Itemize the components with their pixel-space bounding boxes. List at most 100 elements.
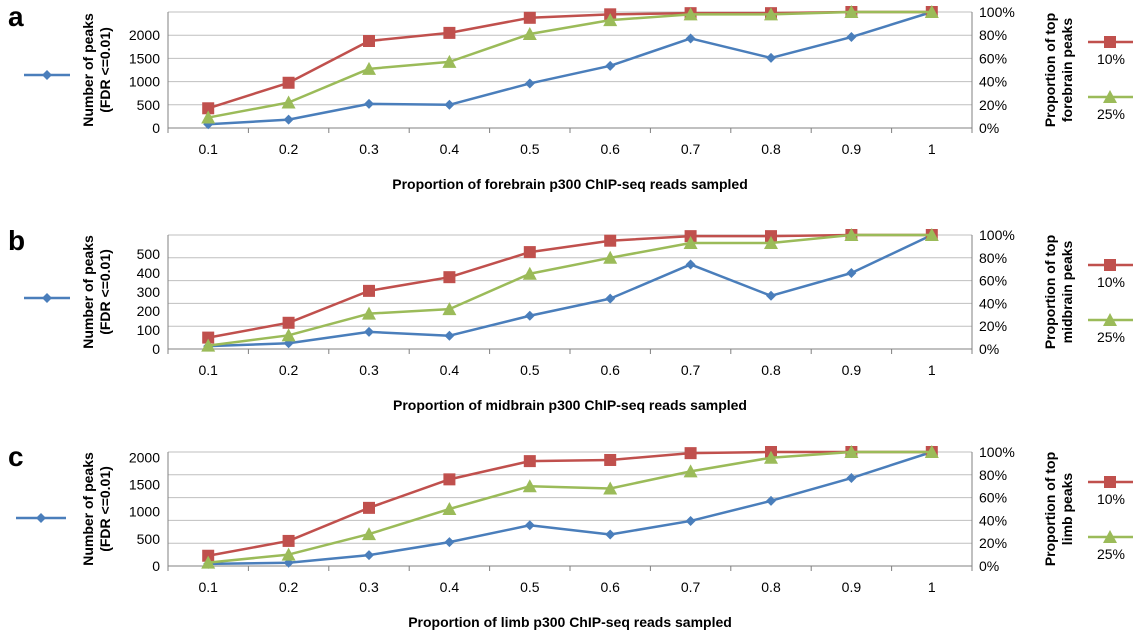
y2-tick-label: 60% <box>979 490 1007 506</box>
data-point-diamond <box>846 268 857 278</box>
panel-letter: c <box>8 441 24 472</box>
x-axis-title: Proportion of limb p300 ChIP-seq reads s… <box>408 614 732 630</box>
data-point-diamond <box>283 114 294 125</box>
data-point-triangle <box>201 555 216 569</box>
data-point-triangle <box>442 54 457 68</box>
y2-tick-label: 100% <box>979 4 1015 20</box>
legend-label: 25% <box>1097 546 1125 562</box>
x-tick-label: 0.6 <box>600 579 620 595</box>
data-point-triangle <box>442 302 457 316</box>
data-point-triangle <box>844 445 859 458</box>
x-tick-label: 0.1 <box>198 141 218 157</box>
y-axis-title: (FDR <=0.01) <box>97 27 113 113</box>
y2-axis-title: Proportion of top <box>1042 13 1058 127</box>
legend-marker-peaks <box>42 70 52 80</box>
series-line-top-25pct <box>207 10 932 119</box>
legend-marker <box>1104 476 1116 488</box>
x-tick-label: 0.6 <box>600 362 620 378</box>
x-tick-label: 0.2 <box>279 579 299 595</box>
data-point-square <box>684 447 697 460</box>
data-point-diamond <box>364 550 374 561</box>
data-point-triangle <box>683 464 698 478</box>
data-point-triangle <box>603 13 618 27</box>
legend-marker <box>1103 90 1117 103</box>
legend-marker <box>1103 313 1117 326</box>
data-point-triangle <box>201 110 216 124</box>
y-tick-label: 1500 <box>129 50 160 66</box>
data-point-triangle <box>201 338 216 352</box>
data-point-square <box>282 316 295 329</box>
data-point-square <box>363 501 375 514</box>
x-tick-label: 0.3 <box>359 141 379 157</box>
x-tick-label: 0.8 <box>761 579 781 595</box>
data-point-diamond <box>524 310 535 321</box>
legend-marker-peaks <box>42 293 52 303</box>
chart-panel-c: c 0 500 1000 1500 2000 0% 20% 40% 60% 80% 100% 0.1 0.… <box>8 441 1133 630</box>
y-tick-label: 0 <box>152 558 160 574</box>
y2-tick-label: 80% <box>979 27 1007 43</box>
x-tick-label: 0.4 <box>440 579 460 595</box>
y-tick-label: 300 <box>137 284 161 300</box>
data-point-diamond <box>766 52 776 63</box>
data-point-diamond <box>605 529 616 540</box>
panel-letter: b <box>8 225 25 256</box>
y2-tick-label: 100% <box>979 227 1015 243</box>
y2-tick-label: 80% <box>979 467 1007 483</box>
data-point-triangle <box>362 306 376 320</box>
legend-marker <box>1103 530 1117 543</box>
data-point-square <box>443 26 456 39</box>
y2-axis-title: Proportion of top <box>1042 235 1058 349</box>
data-point-triangle <box>683 235 698 249</box>
y-tick-label: 500 <box>137 531 161 547</box>
data-point-square <box>202 331 215 344</box>
data-point-square <box>523 246 536 259</box>
y-tick-label: 2000 <box>129 27 160 43</box>
y-axis-title: (FDR <=0.01) <box>97 466 113 552</box>
data-point-diamond <box>364 98 374 109</box>
y2-tick-label: 20% <box>979 318 1007 334</box>
legend-marker <box>1104 36 1116 48</box>
y2-tick-label: 20% <box>979 535 1007 551</box>
data-point-triangle <box>603 250 618 264</box>
data-point-triangle <box>522 479 537 493</box>
data-point-triangle <box>924 445 939 458</box>
y2-tick-label: 0% <box>979 120 999 136</box>
chart-panel-b: b 0 100 200 300 400 500 0% 20% 40% 60% 80% 100% 0.1 0.… <box>8 225 1133 413</box>
y-tick-label: 1500 <box>129 477 160 493</box>
y2-tick-label: 60% <box>979 50 1007 66</box>
panel-letter: a <box>8 1 24 32</box>
x-tick-label: 0.7 <box>681 141 701 157</box>
data-point-square <box>202 102 215 115</box>
data-point-square <box>282 534 295 547</box>
data-point-triangle <box>281 95 296 109</box>
data-point-diamond <box>846 473 857 484</box>
y2-tick-label: 20% <box>979 97 1007 113</box>
x-tick-label: 0.3 <box>359 362 379 378</box>
data-point-diamond <box>685 259 696 270</box>
legend-label: 10% <box>1097 491 1125 507</box>
x-tick-label: 0.7 <box>681 579 701 595</box>
series-line-top-25pct <box>208 233 932 347</box>
y-tick-label: 1000 <box>129 504 160 520</box>
y2-tick-label: 80% <box>979 250 1007 266</box>
data-point-diamond <box>364 326 374 337</box>
data-point-square <box>604 234 617 247</box>
x-tick-label: 1 <box>928 141 936 157</box>
series-line-peaks <box>208 233 933 348</box>
legend-marker-peaks <box>36 513 46 523</box>
data-point-diamond <box>524 78 535 89</box>
data-point-triangle <box>522 27 537 41</box>
x-tick-label: 1 <box>928 362 936 378</box>
data-point-triangle <box>603 481 618 495</box>
data-point-square <box>363 284 375 297</box>
data-point-triangle <box>683 7 698 21</box>
y2-axis-title: forebrain peaks <box>1059 18 1075 122</box>
y-tick-label: 400 <box>137 265 161 281</box>
x-tick-label: 0.2 <box>279 362 299 378</box>
y-tick-label: 2000 <box>129 449 160 465</box>
x-tick-label: 1 <box>928 579 936 595</box>
data-point-diamond <box>685 33 696 44</box>
y-tick-label: 0 <box>152 341 160 357</box>
y2-tick-label: 40% <box>979 295 1007 311</box>
